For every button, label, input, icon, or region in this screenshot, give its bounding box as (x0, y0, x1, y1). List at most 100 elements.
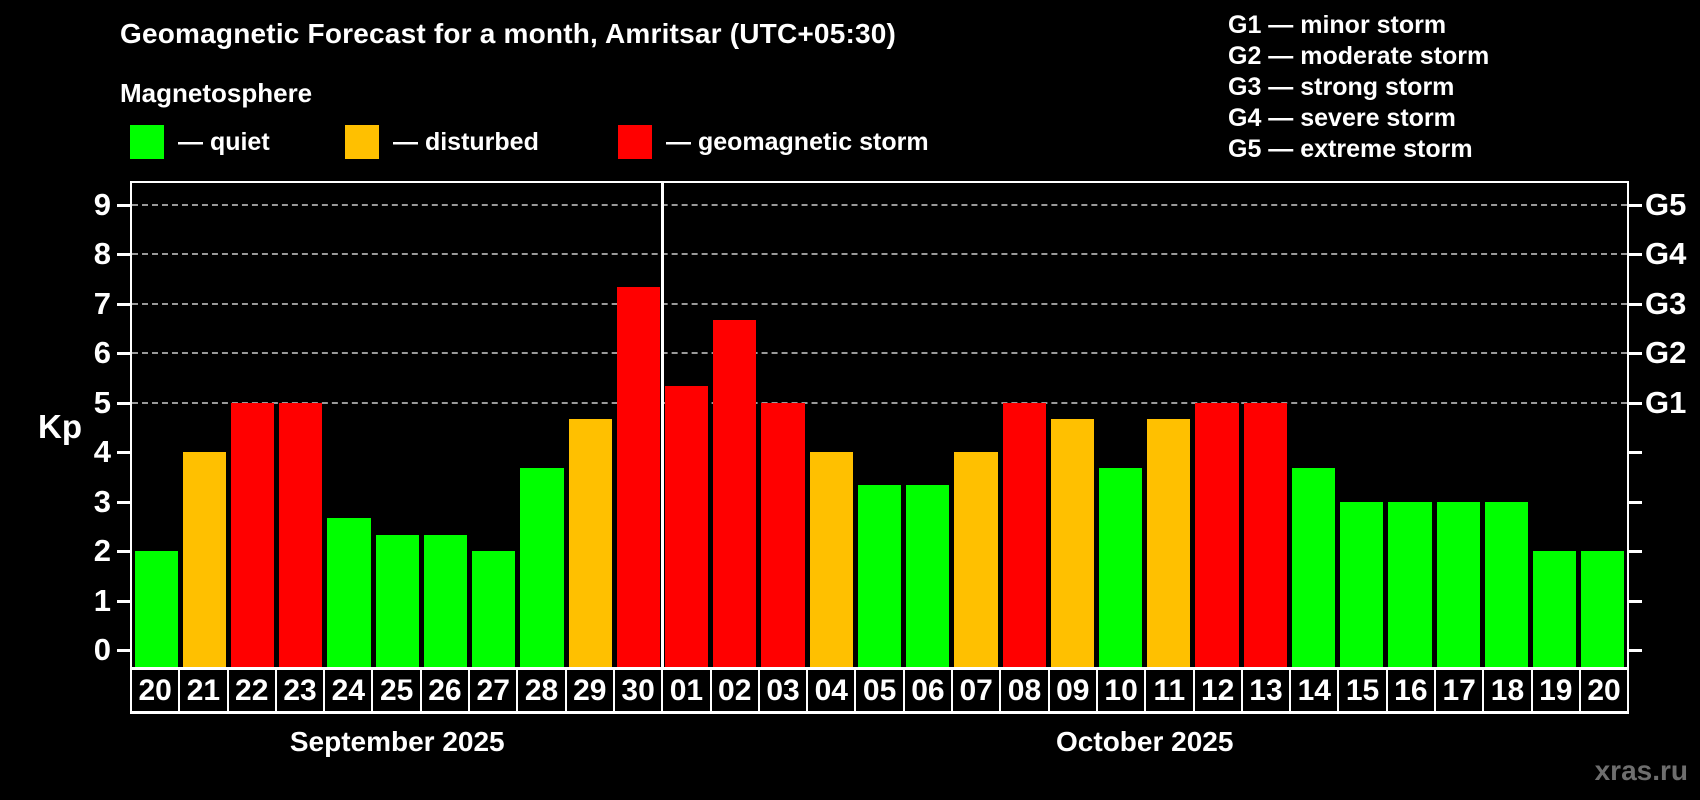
gridline-kp6 (132, 352, 1627, 354)
g1-legend-line: G1 — minor storm (1228, 11, 1447, 39)
kp-bar-14 (1291, 468, 1336, 668)
g4-legend-line: G4 — severe storm (1228, 104, 1456, 132)
date-cell-30: 30 (612, 670, 661, 711)
date-cell-09: 09 (1047, 670, 1096, 711)
y-axis-tick-left-8 (117, 253, 130, 256)
date-cell-22: 22 (226, 670, 275, 711)
gridline-kp9 (132, 203, 1627, 206)
kp-bar-30 (616, 287, 660, 668)
date-cell-28: 28 (516, 670, 564, 711)
legend-label-disturbed: — disturbed (393, 127, 539, 156)
kp-bar-18 (1484, 501, 1529, 668)
date-cell-02: 02 (709, 670, 758, 711)
y-axis-tick-left-9 (117, 203, 130, 207)
date-cell-18: 18 (1482, 670, 1530, 711)
y-axis-tick-right-2 (1629, 550, 1642, 553)
date-cell-29: 29 (564, 670, 613, 711)
plot-border-right (1627, 183, 1629, 670)
legend-item-storm: — geomagnetic storm (618, 124, 929, 160)
kp-bar-26 (423, 534, 468, 668)
right-axis-label-g2: G2 (1645, 335, 1687, 370)
date-cell-21: 21 (178, 670, 226, 711)
kp-bar-25 (375, 534, 419, 668)
y-axis-tick-right-6 (1629, 352, 1642, 355)
y-axis-tick-left-4 (117, 451, 130, 454)
y-axis-label-1: 1 (93, 582, 111, 618)
y-axis-tick-left-2 (117, 550, 130, 553)
kp-bar-10 (1099, 468, 1143, 668)
month-label-october: October 2025 (1056, 726, 1234, 757)
legend-item-disturbed: — disturbed (345, 124, 539, 160)
kp-bar-20 (134, 551, 178, 668)
date-cell-10: 10 (1095, 670, 1144, 711)
date-axis-row: 20 21 22 23 24 25 26 27 28 29 30 01 02 03 04 05 06 07 08 09… (130, 667, 1630, 714)
y-axis-title: Kp (38, 408, 82, 445)
right-axis-label-g1: G1 (1645, 384, 1687, 420)
y-axis-tick-right-0 (1629, 649, 1642, 652)
kp-bar-06 (906, 485, 950, 668)
y-axis-label-5: 5 (93, 384, 111, 420)
y-axis-tick-left-3 (117, 500, 130, 504)
kp-bar-17 (1436, 501, 1480, 668)
month-label-september: September 2025 (289, 726, 505, 757)
y-axis-tick-left-6 (117, 352, 130, 355)
date-cell-25: 25 (371, 670, 419, 711)
date-cell-14: 14 (1289, 670, 1337, 711)
chart-subtitle: Magnetosphere (120, 78, 313, 108)
y-axis-tick-left-1 (117, 599, 130, 603)
right-axis-label-g4: G4 (1645, 236, 1687, 271)
y-axis-tick-left-0 (117, 649, 130, 652)
g3-legend-line: G3 — strong storm (1228, 73, 1455, 101)
date-cell-07: 07 (951, 670, 999, 711)
kp-bar-03 (761, 402, 805, 668)
y-axis-tick-right-4 (1629, 451, 1642, 454)
gridline-kp5 (132, 401, 1627, 404)
date-cell-24: 24 (323, 670, 371, 711)
date-cell-11: 11 (1144, 670, 1192, 711)
g2-legend-line: G2 — moderate storm (1228, 42, 1490, 70)
y-axis-label-3: 3 (93, 483, 111, 519)
date-cell-03: 03 (757, 670, 806, 711)
y-axis-tick-right-1 (1629, 599, 1642, 603)
kp-bar-08 (1002, 402, 1046, 668)
y-axis-tick-right-5 (1629, 401, 1642, 405)
y-axis-tick-right-7 (1629, 302, 1642, 306)
kp-bar-07 (954, 452, 998, 668)
y-axis-tick-left-5 (117, 401, 130, 405)
watermark: xras.ru (1594, 755, 1688, 786)
date-cell-04: 04 (806, 670, 854, 711)
y-axis-label-2: 2 (93, 533, 111, 568)
date-cell-20: 20 (130, 670, 178, 711)
kp-bar-22 (230, 402, 275, 668)
kp-bar-13 (1243, 402, 1287, 668)
legend-label-quiet: — quiet (178, 127, 270, 156)
storm-color-swatch-icon (618, 125, 652, 159)
date-cell-01: 01 (661, 670, 709, 711)
gridline-kp7 (132, 302, 1627, 305)
kp-bar-27 (472, 551, 516, 668)
date-cell-15: 15 (1337, 670, 1385, 711)
date-cell-27: 27 (468, 670, 516, 711)
kp-bar-20 (1581, 551, 1625, 668)
kp-bar-28 (520, 468, 564, 668)
right-axis-label-g3: G3 (1645, 285, 1687, 321)
date-cell-12: 12 (1192, 670, 1241, 711)
y-axis-tick-right-9 (1629, 203, 1642, 207)
g-scale-legend: G1 — minor storm G2 — moderate storm G3 … (1228, 10, 1489, 165)
kp-bar-02 (713, 319, 757, 668)
y-axis-label-0: 0 (93, 632, 111, 667)
plot-border-left (130, 183, 132, 670)
date-cell-16: 16 (1385, 670, 1434, 711)
kp-bar-19 (1533, 551, 1577, 668)
date-cell-06: 06 (902, 670, 951, 711)
date-cell-23: 23 (274, 670, 323, 711)
kp-bar-23 (279, 402, 323, 668)
legend-label-storm: — geomagnetic storm (666, 127, 929, 156)
kp-bar-05 (857, 485, 902, 668)
kp-bar-21 (182, 452, 226, 668)
y-axis-tick-right-8 (1629, 253, 1642, 256)
g5-legend-line: G5 — extreme storm (1228, 135, 1473, 163)
kp-bar-04 (809, 452, 853, 668)
kp-bar-24 (327, 517, 371, 668)
